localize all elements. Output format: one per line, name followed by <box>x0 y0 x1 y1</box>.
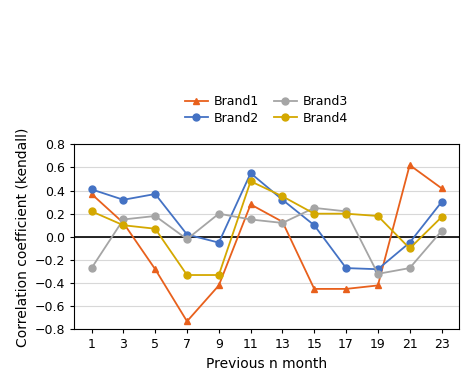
Brand3 <box>120 217 126 222</box>
Brand1 <box>375 283 381 288</box>
Brand2 <box>280 198 285 202</box>
Brand4 <box>375 214 381 218</box>
Brand1 <box>120 221 126 225</box>
Brand3 <box>311 206 317 210</box>
Brand4 <box>311 212 317 216</box>
Line: Brand4: Brand4 <box>88 178 445 278</box>
Brand2 <box>184 232 190 237</box>
Brand1 <box>407 163 412 168</box>
Brand4 <box>89 209 94 214</box>
Brand1 <box>248 202 254 207</box>
Brand4 <box>120 223 126 228</box>
Line: Brand2: Brand2 <box>88 170 445 273</box>
Brand3 <box>343 209 349 214</box>
Brand2 <box>407 240 412 245</box>
Brand1 <box>152 267 158 271</box>
Y-axis label: Correlation coefficient (kendall): Correlation coefficient (kendall) <box>15 127 29 347</box>
Brand3 <box>280 221 285 225</box>
Brand4 <box>438 215 444 220</box>
Brand4 <box>280 194 285 199</box>
Brand3 <box>407 266 412 270</box>
Brand3 <box>184 237 190 242</box>
Brand4 <box>248 179 254 184</box>
Brand1 <box>311 286 317 291</box>
Brand2 <box>343 266 349 270</box>
Brand4 <box>343 212 349 216</box>
Legend: Brand1, Brand2, Brand3, Brand4: Brand1, Brand2, Brand3, Brand4 <box>185 95 348 125</box>
Brand1 <box>280 220 285 224</box>
Brand3 <box>89 266 94 270</box>
Brand3 <box>375 271 381 276</box>
X-axis label: Previous n month: Previous n month <box>206 357 327 371</box>
Line: Brand1: Brand1 <box>88 162 445 325</box>
Brand2 <box>216 240 222 245</box>
Brand4 <box>184 273 190 277</box>
Brand2 <box>311 223 317 228</box>
Brand3 <box>152 214 158 218</box>
Brand1 <box>184 319 190 323</box>
Brand2 <box>248 171 254 176</box>
Brand1 <box>438 186 444 191</box>
Brand4 <box>152 227 158 231</box>
Brand2 <box>438 200 444 205</box>
Brand1 <box>89 192 94 196</box>
Brand4 <box>216 273 222 277</box>
Brand3 <box>438 229 444 234</box>
Line: Brand3: Brand3 <box>88 205 445 277</box>
Brand2 <box>152 192 158 196</box>
Brand2 <box>89 187 94 192</box>
Brand3 <box>216 212 222 216</box>
Brand1 <box>216 283 222 288</box>
Brand3 <box>248 217 254 222</box>
Brand1 <box>343 286 349 291</box>
Brand4 <box>407 246 412 251</box>
Brand2 <box>120 198 126 202</box>
Brand2 <box>375 267 381 271</box>
